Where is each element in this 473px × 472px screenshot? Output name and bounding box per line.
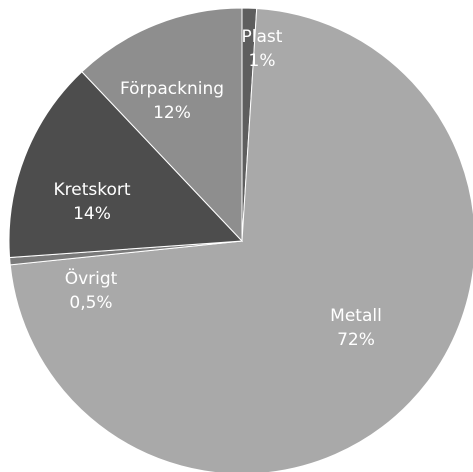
pie-slices [8,7,473,472]
slice-value-kretskort: 14% [73,204,111,224]
slice-value-plast: 1% [249,51,276,71]
slice-label-forpackning: Förpackning [120,79,224,99]
slice-forpackning [81,7,243,243]
slice-value-ovrigt: 0,5% [69,293,112,313]
slice-label-ovrigt: Övrigt [65,267,118,289]
slice-label-metall: Metall [330,306,382,326]
slice-value-forpackning: 12% [153,103,191,123]
slice-kretskort [8,71,244,259]
slice-metall [9,7,473,472]
slice-label-kretskort: Kretskort [53,180,130,200]
pie-labels: Plast 1% Metall 72% Övrigt 0,5% Kretskort 14% Fö… [53,27,381,350]
slice-label-plast: Plast [242,27,283,47]
slice-value-metall: 72% [337,330,375,350]
